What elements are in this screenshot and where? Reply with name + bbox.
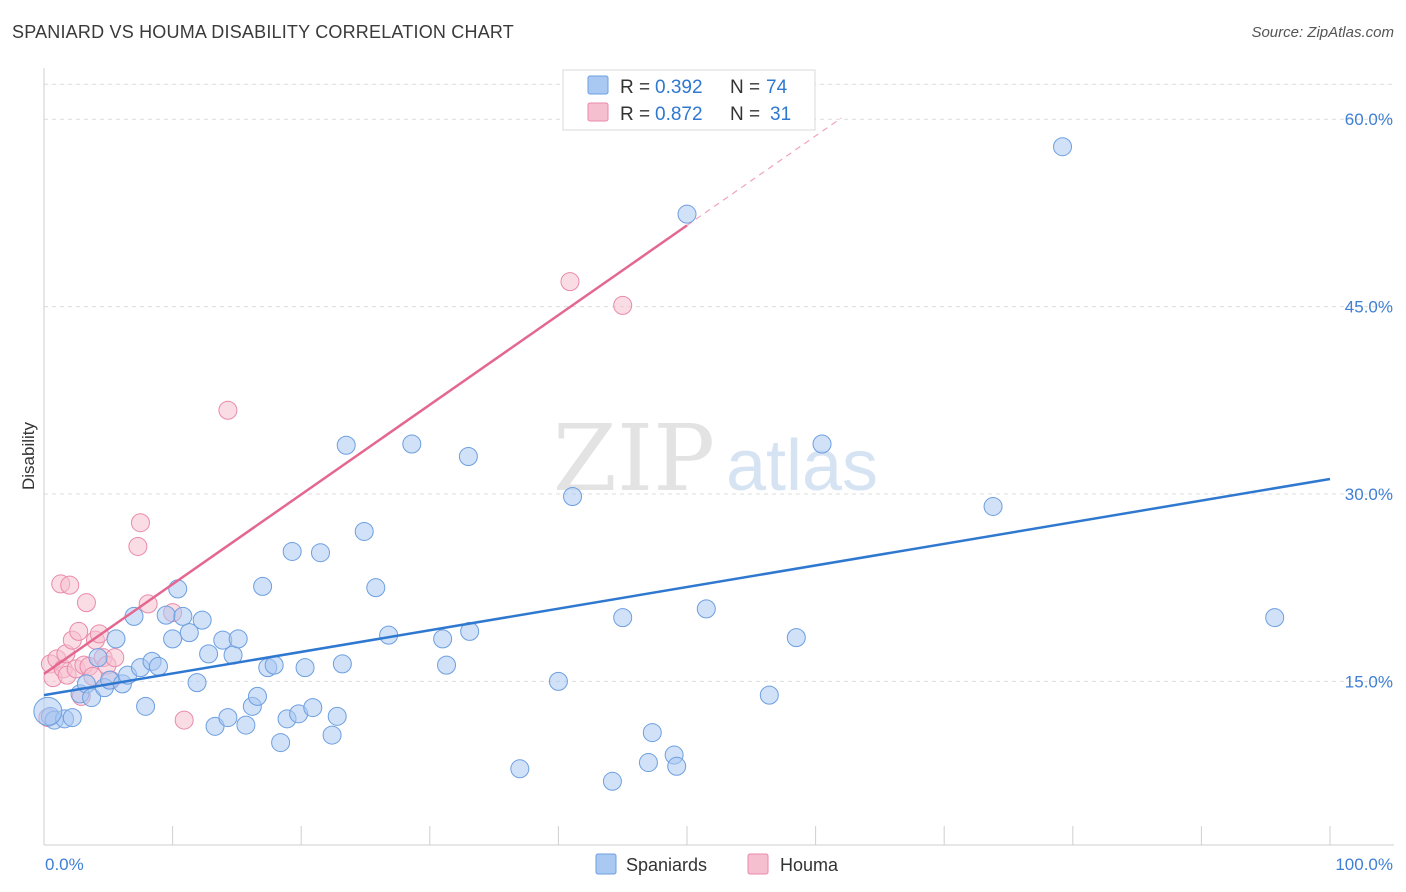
y-axis-label: Disability bbox=[19, 421, 38, 490]
spaniard-point bbox=[148, 656, 168, 676]
spaniard-point bbox=[310, 543, 330, 563]
x-tick-label-max: 100.0% bbox=[1335, 855, 1393, 874]
houma-trend-extension bbox=[686, 117, 842, 226]
spaniard-point bbox=[812, 434, 832, 454]
spaniard-point bbox=[638, 753, 658, 773]
spaniard-point bbox=[1265, 608, 1285, 628]
source-label: Source: ZipAtlas.com bbox=[1251, 24, 1394, 41]
spaniards-trend-line bbox=[43, 477, 1331, 697]
spaniard-point bbox=[677, 204, 697, 224]
houma-point bbox=[218, 400, 238, 420]
spaniard-point bbox=[156, 605, 176, 625]
correlation-legend: R = 0.392 N = 74 R = 0.872 N = 31 bbox=[562, 69, 816, 131]
legend-n-label-pink: N = bbox=[730, 104, 760, 125]
trend-lines bbox=[43, 117, 1331, 697]
spaniard-point bbox=[759, 685, 779, 705]
legend-n-label-blue: N = bbox=[730, 77, 760, 98]
spaniard-point bbox=[336, 435, 356, 455]
houma-point bbox=[130, 513, 150, 533]
spaniard-point bbox=[642, 723, 662, 743]
spaniard-point bbox=[510, 759, 530, 779]
spaniard-point bbox=[173, 606, 193, 626]
spaniard-point bbox=[82, 688, 102, 708]
legend-r-value-blue: 0.392 bbox=[655, 77, 703, 98]
spaniard-point bbox=[354, 521, 374, 541]
spaniard-point bbox=[433, 629, 453, 649]
spaniard-point bbox=[62, 708, 82, 728]
spaniard-point bbox=[264, 655, 284, 675]
spaniard-point bbox=[192, 610, 212, 630]
spaniard-point bbox=[667, 756, 687, 776]
spaniard-point bbox=[786, 628, 806, 648]
spaniard-point bbox=[218, 708, 238, 728]
spaniard-point bbox=[366, 578, 386, 598]
legend-r-label-blue: R = bbox=[620, 77, 650, 98]
spaniard-point bbox=[1053, 137, 1073, 157]
houma-point bbox=[105, 648, 125, 668]
legend-n-value-pink: 31 bbox=[770, 104, 791, 125]
spaniard-point bbox=[236, 715, 256, 735]
houma-point bbox=[174, 710, 194, 730]
houma-point bbox=[76, 593, 96, 613]
spaniard-point bbox=[271, 733, 291, 753]
legend-swatch-houma bbox=[747, 853, 769, 875]
spaniard-point bbox=[402, 434, 422, 454]
houma-point bbox=[69, 621, 89, 641]
houma-point bbox=[613, 295, 633, 315]
chart-title: SPANIARD VS HOUMA DISABILITY CORRELATION… bbox=[12, 22, 514, 42]
spaniard-point bbox=[332, 654, 352, 674]
legend-r-value-pink: 0.872 bbox=[655, 104, 703, 125]
spaniard-point bbox=[437, 655, 457, 675]
spaniard-point bbox=[303, 698, 323, 718]
legend-r-label-pink: R = bbox=[620, 104, 650, 125]
spaniard-point bbox=[33, 696, 63, 726]
y-tick-label: 60.0% bbox=[1345, 110, 1393, 129]
spaniard-point bbox=[228, 629, 248, 649]
spaniard-point bbox=[548, 671, 568, 691]
spaniard-point bbox=[327, 706, 347, 726]
x-tick-marks bbox=[43, 826, 1331, 845]
spaniard-point bbox=[253, 576, 273, 596]
x-tick-label-min: 0.0% bbox=[45, 855, 84, 874]
spaniard-point bbox=[106, 629, 126, 649]
spaniard-point bbox=[199, 644, 219, 664]
houma-point bbox=[60, 575, 80, 595]
grid-lines bbox=[44, 83, 1394, 682]
y-tick-label: 45.0% bbox=[1345, 298, 1393, 317]
spaniard-point bbox=[613, 608, 633, 628]
spaniard-point bbox=[179, 623, 199, 643]
spaniards-points bbox=[33, 137, 1285, 791]
y-tick-label: 30.0% bbox=[1345, 485, 1393, 504]
houma-trend-line bbox=[43, 224, 688, 675]
legend-label-spaniards: Spaniards bbox=[626, 855, 707, 875]
houma-point bbox=[128, 536, 148, 556]
spaniard-point bbox=[458, 447, 478, 466]
spaniard-point bbox=[187, 673, 207, 693]
watermark-atlas: atlas bbox=[726, 426, 878, 506]
legend-n-value-blue: 74 bbox=[766, 77, 788, 98]
spaniard-point bbox=[282, 541, 302, 561]
spaniard-point bbox=[295, 658, 315, 678]
houma-point bbox=[560, 272, 580, 292]
spaniard-point bbox=[983, 496, 1003, 516]
spaniard-point bbox=[136, 696, 156, 716]
spaniard-point bbox=[163, 629, 183, 649]
legend-swatch-spaniards bbox=[595, 853, 617, 875]
spaniard-point bbox=[88, 648, 108, 668]
spaniard-point bbox=[563, 486, 583, 506]
series-legend: Spaniards Houma bbox=[595, 853, 839, 875]
legend-swatch-blue bbox=[587, 75, 609, 95]
legend-swatch-pink bbox=[587, 102, 609, 122]
legend-label-houma: Houma bbox=[780, 855, 839, 875]
spaniard-point bbox=[322, 725, 342, 745]
spaniard-point bbox=[602, 771, 622, 791]
y-tick-labels: 15.0% 30.0% 45.0% 60.0% bbox=[1345, 110, 1393, 691]
spaniard-point bbox=[247, 686, 267, 706]
spaniard-point bbox=[696, 599, 716, 619]
houma-points bbox=[38, 272, 633, 730]
spaniard-point bbox=[168, 579, 188, 599]
y-tick-label: 15.0% bbox=[1345, 672, 1393, 691]
